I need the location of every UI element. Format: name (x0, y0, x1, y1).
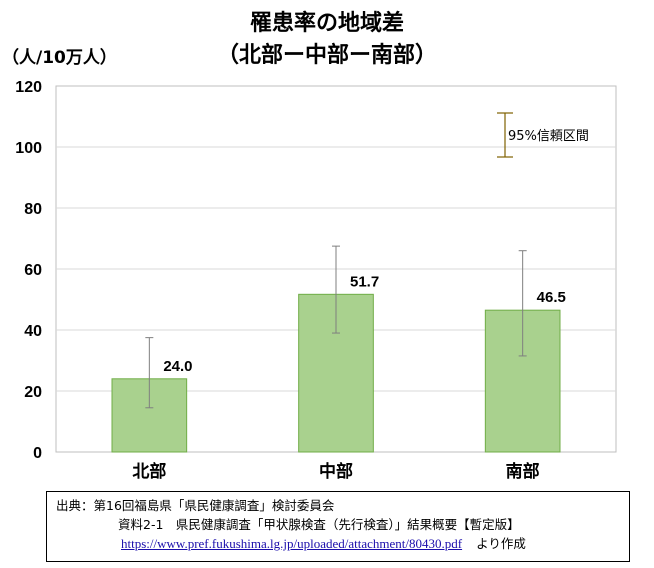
y-tick-label: 100 (15, 140, 42, 157)
y-axis-ticks: 0 20 40 60 80 100 120 (15, 79, 42, 462)
x-category-label: 北部 (132, 461, 166, 482)
legend: 95%信頼区間 (497, 112, 589, 158)
source-line-3: https://www.pref.fukushima.lg.jp/uploade… (121, 535, 526, 553)
chart-title: 罹患率の地域差 (250, 10, 404, 36)
source-link[interactable]: https://www.pref.fukushima.lg.jp/uploade… (121, 536, 463, 551)
y-tick-label: 80 (24, 201, 42, 218)
y-tick-label: 0 (33, 445, 42, 462)
y-tick-label: 60 (24, 262, 42, 279)
source-line-1: 出典：第16回福島県「県民健康調査」検討委員会 (56, 498, 335, 513)
data-labels: 24.0 51.7 46.5 (163, 273, 566, 374)
y-axis-unit-label: （人/10万人） (2, 47, 117, 68)
source-suffix: より作成 (476, 536, 526, 551)
chart-subtitle: （北部ー中部ー南部） (217, 42, 437, 68)
y-tick-label: 20 (24, 384, 42, 401)
bar-chart: 罹患率の地域差 （北部ー中部ー南部） （人/10万人） 0 20 40 60 80 100… (2, 10, 617, 482)
source-box: 出典：第16回福島県「県民健康調査」検討委員会 資料2-1 県民健康調査「甲状腺… (46, 491, 630, 562)
source-line-2: 資料2-1 県民健康調査「甲状腺検査（先行検査）」結果概要【暫定版】 (118, 517, 520, 532)
y-tick-label: 40 (24, 323, 42, 340)
x-category-label: 南部 (506, 461, 540, 482)
data-label: 46.5 (537, 289, 566, 306)
data-label: 51.7 (350, 273, 379, 290)
y-tick-label: 120 (15, 79, 42, 96)
x-axis-categories: 北部 中部 南部 (132, 461, 539, 482)
legend-label: 95%信頼区間 (508, 129, 589, 144)
x-category-label: 中部 (319, 461, 353, 482)
data-label: 24.0 (163, 358, 192, 375)
error-bars (145, 245, 527, 409)
